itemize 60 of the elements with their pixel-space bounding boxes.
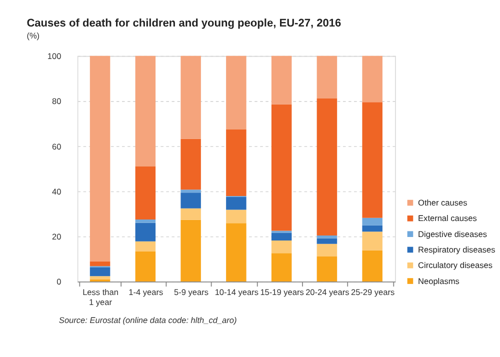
bar [180,208,201,220]
bar [226,129,246,196]
bar [362,225,382,232]
bar [180,190,201,193]
y-tick-label: 40 [52,187,62,196]
bar [271,104,292,231]
bar [362,232,382,250]
bar [271,240,292,254]
bar [180,138,201,190]
y-tick-label: 60 [52,142,62,152]
bar [226,223,246,282]
bar [135,166,156,220]
x-tick-label: 5-9 years [174,288,208,297]
x-tick-label: 25-29 years [350,288,395,297]
bar [271,232,292,240]
y-tick-label: 0 [56,278,62,287]
bar [362,56,382,102]
legend-label: Digestive diseases [418,230,487,239]
legend-label: Respiratory diseases [418,245,496,254]
bar [90,268,110,276]
bar [90,276,110,280]
x-tick-label: 10-14 years [214,288,258,297]
bar [362,218,382,226]
bar [180,192,201,208]
bar [316,244,338,256]
bar [226,196,246,210]
legend-label: Other causes [418,198,468,208]
y-tick-label: 20 [52,232,62,242]
bar [135,241,156,252]
bar [226,210,246,224]
bar [135,56,156,166]
bar [362,102,382,218]
bar [316,238,338,244]
bar [271,56,292,104]
bar [316,56,338,99]
bar [271,253,292,282]
bar [316,98,338,236]
bar [226,56,246,130]
bar [135,251,156,282]
y-tick-label: 80 [52,97,62,106]
legend-label: External causes [418,214,477,224]
bar [135,219,156,223]
source-note: Source: Eurostat (online data code: hlth_cd_aro) [58,316,237,325]
bar [135,222,156,242]
bar [90,56,110,262]
bar [316,235,338,238]
chart-subtitle: (%) [26,31,40,40]
x-tick-label: 1-4 years [128,288,164,297]
y-tick-label: 100 [47,52,62,62]
bar [180,220,201,282]
x-tick-label: 20-24 years [306,288,350,297]
x-tick-label: Less than 1 year [82,288,119,307]
bar [180,56,201,139]
bar [362,250,382,282]
bar [90,261,110,266]
chart-title: Causes of death for children and young people, EU-27, 2016 [26,17,342,30]
bar [316,256,338,282]
x-tick-label: 15-19 years [260,288,304,297]
legend-label: Circulatory diseases [418,261,492,270]
legend-label: Neoplasms [418,276,460,286]
